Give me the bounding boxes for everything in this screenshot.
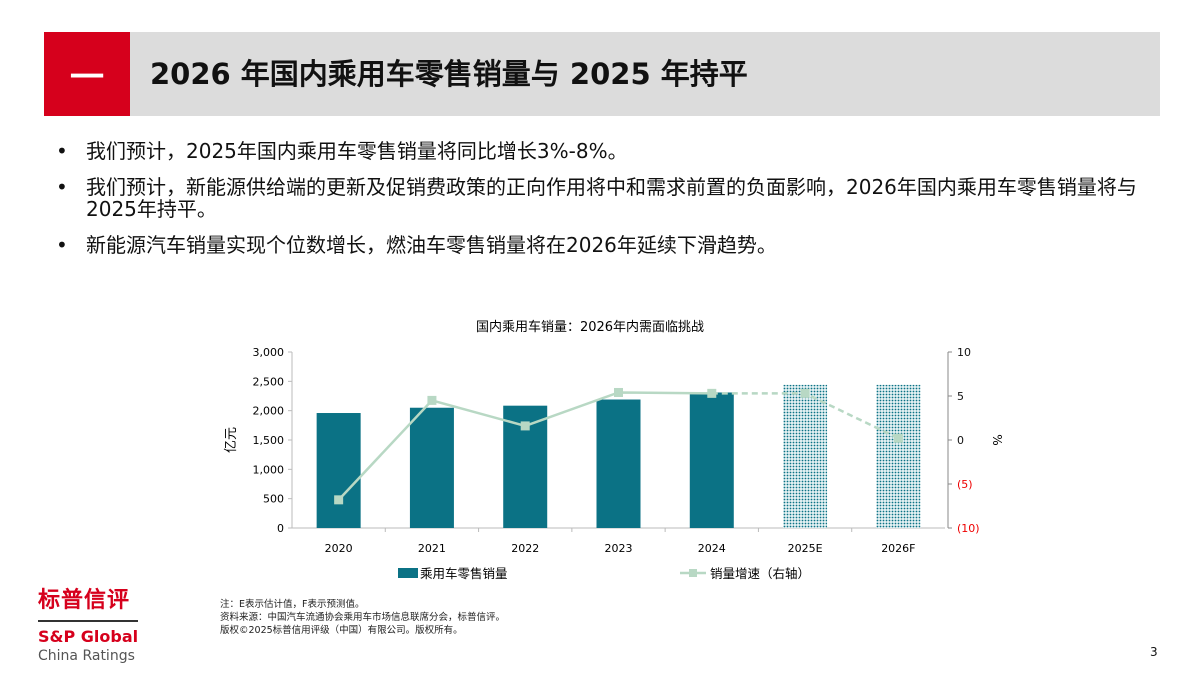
x-tick-label: 2025E bbox=[788, 542, 823, 555]
y2-tick-label: 0 bbox=[957, 434, 964, 447]
section-header: 一 2026 年国内乘用车零售销量与 2025 年持平 bbox=[44, 32, 1160, 116]
bullet-list: • 我们预计，2025年国内乘用车零售销量将同比增长3%-8%。 • 我们预计，新能… bbox=[56, 140, 1166, 270]
bar-2024 bbox=[689, 392, 734, 528]
legend-label-bar: 乘用车零售销量 bbox=[420, 566, 508, 581]
y2-tick-label: 5 bbox=[957, 390, 964, 403]
y-tick-label: 1,000 bbox=[253, 463, 285, 476]
logo-en: S&P Global bbox=[38, 627, 139, 646]
bullet-text: 我们预计，2025年国内乘用车零售销量将同比增长3%-8%。 bbox=[86, 139, 628, 163]
bullet-item: • 我们预计，新能源供给端的更新及促销费政策的正向作用将中和需求前置的负面影响，2… bbox=[56, 176, 1166, 220]
bullet-item: • 我们预计，2025年国内乘用车零售销量将同比增长3%-8%。 bbox=[56, 139, 628, 163]
section-number: 一 bbox=[44, 32, 130, 116]
y-tick-label: 0 bbox=[277, 522, 284, 535]
growth-point-2026F bbox=[893, 433, 903, 443]
x-tick-label: 2021 bbox=[418, 542, 446, 555]
logo-sub: China Ratings bbox=[38, 648, 135, 664]
y-tick-label: 500 bbox=[263, 493, 284, 506]
source-note: 资料来源：中国汽车流通协会乘用车市场信息联席分会，标普信评。 bbox=[220, 612, 506, 623]
y2-tick-label: (5) bbox=[957, 478, 973, 491]
note: 注：E表示估计值，F表示预测值。 bbox=[220, 599, 365, 610]
growth-point-2023 bbox=[614, 387, 623, 397]
x-tick-label: 2023 bbox=[605, 542, 633, 555]
growth-point-2021 bbox=[427, 395, 437, 405]
y-axis-label: 亿元 bbox=[224, 427, 239, 453]
logo-divider bbox=[38, 620, 138, 622]
growth-point-2020 bbox=[334, 495, 344, 505]
bullet-item: • 新能源汽车销量实现个位数增长，燃油车零售销量将在2026年延续下滑趋势。 bbox=[56, 233, 777, 257]
y2-tick-label: 10 bbox=[957, 346, 971, 359]
sp-global-logo: 标普信评 S&P Global China Ratings bbox=[38, 582, 138, 664]
y-tick-label: 2,000 bbox=[253, 405, 285, 418]
growth-point-2022 bbox=[520, 421, 530, 431]
page-number: 3 bbox=[1150, 645, 1158, 659]
y-tick-label: 1,500 bbox=[253, 434, 285, 447]
x-tick-label: 2020 bbox=[325, 542, 353, 555]
chart-title: 国内乘用车销量：2026年内需面临挑战 bbox=[476, 319, 704, 335]
legend-marker bbox=[689, 569, 697, 577]
y2-axis-label: % bbox=[990, 434, 1004, 445]
legend-swatch-bar bbox=[398, 568, 418, 578]
bullet-text: 新能源汽车销量实现个位数增长，燃油车零售销量将在2026年延续下滑趋势。 bbox=[86, 233, 777, 257]
bar-2026F bbox=[876, 384, 921, 528]
x-tick-label: 2022 bbox=[511, 542, 539, 555]
legend-label-line: 销量增速（右轴） bbox=[710, 566, 810, 581]
copyright-note: 版权©2025标普信用评级（中国）有限公司。版权所有。 bbox=[220, 625, 463, 636]
y2-tick-label: (10) bbox=[957, 522, 980, 535]
bar-2020 bbox=[316, 413, 361, 528]
sales-chart: 国内乘用车销量：2026年内需面临挑战 亿元 % 3,000 2,500 2,000… bbox=[224, 319, 1004, 581]
footnotes: 注：E表示估计值，F表示预测值。 资料来源：中国汽车流通协会乘用车市场信息联席分… bbox=[220, 598, 505, 637]
legend: 乘用车零售销量 销量增速（右轴） bbox=[398, 566, 810, 581]
page-title: 2026 年国内乘用车零售销量与 2025 年持平 bbox=[150, 57, 748, 91]
bar-2025E bbox=[783, 384, 828, 528]
y-tick-label: 3,000 bbox=[253, 346, 285, 359]
x-tick-label: 2026F bbox=[881, 542, 915, 555]
bullet-text: 我们预计，新能源供给端的更新及促销费政策的正向作用将中和需求前置的负面影响，20… bbox=[86, 175, 1137, 221]
logo-cn: 标普信评 bbox=[38, 588, 131, 613]
bar-2023 bbox=[596, 399, 641, 528]
growth-point-2025E bbox=[800, 388, 810, 398]
y-tick-label: 2,500 bbox=[253, 375, 285, 388]
bar-2021 bbox=[409, 407, 454, 528]
growth-point-2024 bbox=[707, 388, 717, 398]
x-tick-label: 2024 bbox=[698, 542, 726, 555]
